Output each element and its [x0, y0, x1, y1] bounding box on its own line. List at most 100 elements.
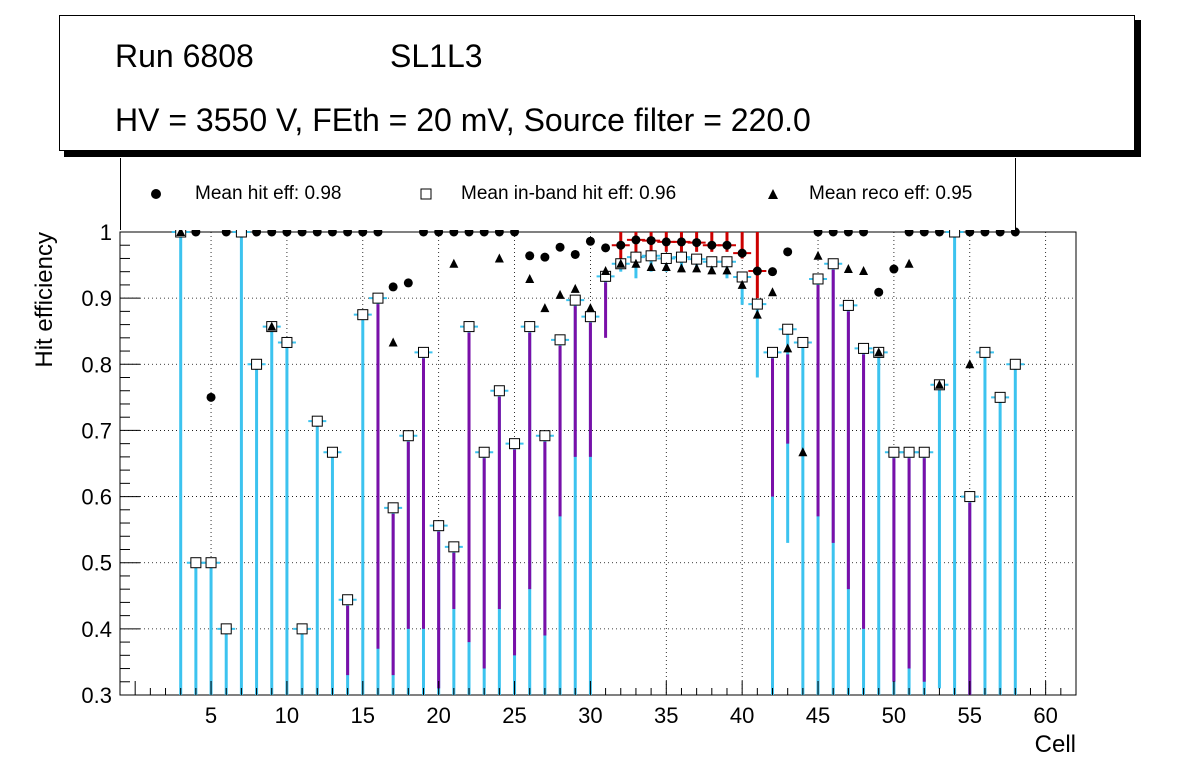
x-tick-label: 55	[958, 703, 982, 728]
reco-eff-point	[707, 265, 717, 275]
x-tick-label: 45	[806, 703, 830, 728]
inband-eff-point	[205, 557, 217, 569]
hit-eff-point	[206, 392, 216, 402]
x-tick-label: 30	[578, 703, 602, 728]
layer-label: SL1L3	[390, 38, 483, 74]
hit-eff-point	[525, 251, 535, 261]
inband-eff-point	[979, 346, 991, 358]
hit-eff-point	[585, 236, 595, 246]
inband-eff-point	[569, 294, 581, 306]
grid	[120, 232, 1076, 695]
inband-eff-point	[767, 346, 779, 358]
legend-inband-marker	[420, 188, 432, 200]
inband-eff-point	[691, 253, 703, 265]
x-axis-label: Cell	[1035, 731, 1076, 758]
hit-eff-point	[889, 264, 899, 274]
inband-eff-point	[281, 336, 293, 348]
inband-eff-point	[994, 391, 1006, 403]
inband-eff-point	[311, 415, 323, 427]
hit-eff-point	[601, 243, 611, 253]
reco-eff-point	[449, 258, 459, 268]
hit-eff-point	[692, 238, 702, 248]
inband-eff-point	[448, 541, 460, 553]
inband-eff-point	[888, 446, 900, 458]
reco-eff-point	[601, 266, 611, 276]
hit-eff-point	[722, 240, 732, 250]
inband-eff-point	[827, 258, 839, 270]
reco-eff-point	[585, 303, 595, 313]
hit-eff-point	[388, 282, 398, 292]
x-tick-label: 25	[502, 703, 526, 728]
x-tick-label: 40	[730, 703, 754, 728]
legend-reco-label: Mean reco eff: 0.95	[809, 183, 973, 204]
hit-eff-point	[874, 287, 884, 297]
reco-eff-point	[737, 279, 747, 289]
hit-eff-point	[676, 237, 686, 247]
x-tick-label: 15	[351, 703, 375, 728]
inband-eff-point	[660, 252, 672, 264]
inband-eff-point	[417, 346, 429, 358]
inband-eff-point	[326, 446, 338, 458]
reco-eff-point	[388, 337, 398, 347]
legend-hit-label: Mean hit eff: 0.98	[195, 183, 342, 204]
legend-inband-label: Mean in-band hit eff: 0.96	[461, 183, 677, 204]
hit-eff-point	[570, 249, 580, 259]
legend-reco-marker	[768, 189, 778, 199]
inband-eff-point	[342, 594, 354, 606]
hit-eff-point	[752, 266, 762, 276]
legend: Mean hit eff: 0.98 Mean in-band hit eff:…	[120, 158, 1016, 230]
reco-eff-point	[874, 347, 884, 357]
y-tick-label: 0.9	[81, 286, 112, 311]
y-axis-label: Hit efficiency	[31, 232, 58, 368]
hit-eff-point	[707, 240, 717, 250]
inband-eff-point	[645, 250, 657, 262]
hit-eff-point	[540, 252, 550, 262]
inband-eff-point	[251, 358, 263, 370]
reco-eff-point	[540, 303, 550, 313]
x-tick-label: 50	[882, 703, 906, 728]
legend-hit-marker	[151, 189, 161, 199]
inband-eff-point	[721, 256, 733, 268]
y-tick-label: 0.5	[81, 551, 112, 576]
reco-eff-point	[676, 263, 686, 273]
inband-eff-point	[751, 298, 763, 310]
reco-eff-point	[798, 447, 808, 457]
inband-eff-point	[463, 321, 475, 333]
inband-eff-point	[190, 557, 202, 569]
inband-eff-point	[524, 321, 536, 333]
inband-eff-point	[539, 430, 551, 442]
inband-eff-point	[372, 292, 384, 304]
reco-eff-point	[661, 262, 671, 272]
hit-eff-point	[783, 247, 793, 257]
x-tick-label: 20	[426, 703, 450, 728]
reco-eff-point	[494, 253, 504, 263]
reco-eff-point	[631, 258, 641, 268]
reco-eff-point	[843, 264, 853, 274]
reco-eff-point	[934, 379, 944, 389]
reco-eff-point	[722, 265, 732, 275]
x-tick-label: 5	[205, 703, 217, 728]
y-tick-label: 0.6	[81, 485, 112, 510]
inband-eff-point	[903, 446, 915, 458]
inband-eff-point	[478, 446, 490, 458]
error-bars	[171, 231, 1025, 695]
inband-eff-point	[433, 520, 445, 532]
inband-eff-point	[584, 311, 596, 323]
y-tick-label: 0.8	[81, 352, 112, 377]
inband-eff-point	[858, 342, 870, 354]
hit-eff-point	[403, 278, 413, 288]
inband-eff-point	[706, 256, 718, 268]
y-tick-label: 0.7	[81, 418, 112, 443]
hit-eff-point	[555, 242, 565, 252]
reco-eff-point	[616, 258, 626, 268]
reco-eff-point	[570, 283, 580, 293]
inband-eff-point	[296, 623, 308, 635]
reco-eff-point	[783, 343, 793, 353]
reco-eff-point	[267, 321, 277, 331]
reco-eff-point	[692, 263, 702, 273]
inband-eff-point	[357, 309, 369, 321]
inband-eff-point	[842, 299, 854, 311]
hit-eff-point	[631, 235, 641, 245]
axes: 5 10 15 20 25 30 35 40 45 50 55 60 0.3 0.4 0.5 0.6 0.7 0.…	[81, 220, 1062, 728]
